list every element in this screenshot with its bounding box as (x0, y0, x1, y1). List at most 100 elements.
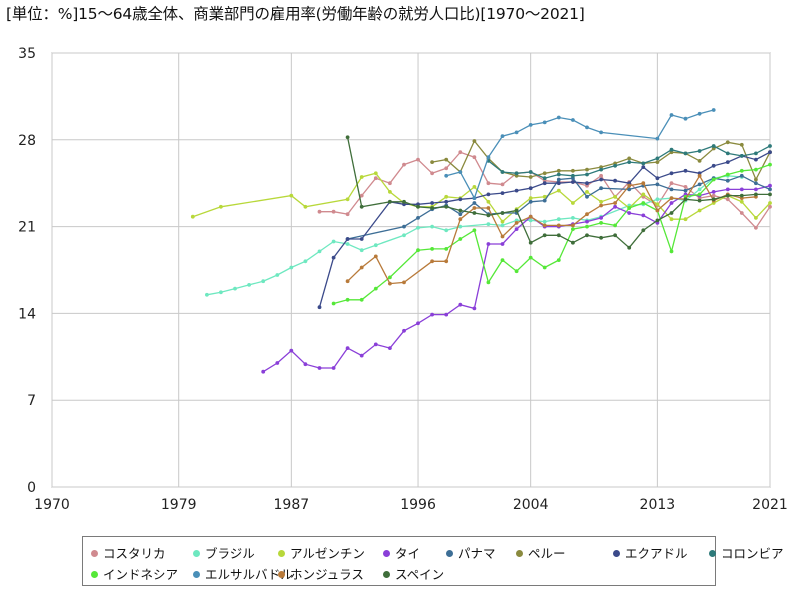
data-point (542, 198, 547, 203)
data-point (542, 233, 547, 238)
data-point (739, 173, 744, 178)
data-point (542, 265, 547, 270)
data-point (641, 213, 646, 218)
data-point (641, 161, 646, 166)
data-point (627, 245, 632, 250)
legend-marker (446, 550, 453, 557)
data-point (486, 199, 491, 204)
legend-label: コスタリカ (103, 546, 166, 561)
data-point (739, 199, 744, 204)
data-point (388, 281, 392, 286)
data-point (613, 201, 617, 205)
data-point (585, 167, 589, 172)
data-point (317, 305, 322, 310)
data-point (768, 150, 772, 155)
data-point (345, 297, 350, 302)
data-point (444, 312, 449, 317)
data-point (458, 150, 463, 155)
data-point (303, 259, 308, 264)
x-tick-label: 2021 (752, 497, 788, 513)
axis-tick-labels: 1970 1979 1987 1996 2004 2013 2021 0 7 14 21 28 35 (18, 46, 788, 513)
data-point (261, 369, 266, 374)
data-point (599, 216, 603, 220)
data-point (402, 233, 406, 238)
data-point (542, 181, 547, 186)
data-point (754, 192, 758, 197)
data-point (373, 342, 378, 347)
data-point (528, 199, 533, 204)
data-point (754, 225, 758, 230)
data-point (359, 204, 364, 209)
legend-label: アルゼンチン (290, 546, 365, 561)
data-point (486, 181, 491, 186)
data-point (697, 149, 702, 153)
data-point (486, 213, 491, 218)
data-point (528, 240, 533, 245)
data-point (486, 280, 491, 285)
data-point (768, 162, 772, 167)
data-point (331, 255, 336, 260)
series-lines (190, 108, 772, 374)
data-point (585, 172, 589, 177)
data-point (416, 204, 420, 209)
y-tick-label: 7 (27, 393, 36, 409)
data-point (430, 206, 434, 210)
legend-item: パナマ (446, 543, 496, 562)
data-point (556, 258, 561, 262)
data-point (585, 125, 589, 130)
data-point (528, 218, 533, 223)
data-point (739, 142, 744, 147)
data-point (627, 206, 632, 210)
data-point (472, 139, 477, 143)
x-tick-label: 1987 (274, 497, 310, 513)
data-point (571, 216, 575, 220)
legend: コスタリカ ブラジル アルゼンチン タイ パナマ ペルー エクアドル コロンビア インドネシア エ… (82, 536, 784, 586)
data-point (669, 211, 674, 215)
data-point (261, 279, 266, 284)
data-point (402, 162, 406, 167)
data-point (190, 214, 195, 219)
data-point (571, 168, 575, 173)
data-point (641, 228, 646, 233)
data-point (556, 172, 561, 177)
data-point (500, 211, 505, 215)
series-11 (345, 135, 772, 250)
data-point (556, 115, 561, 120)
data-point (500, 242, 505, 246)
data-point (514, 227, 519, 232)
data-point (500, 182, 505, 187)
data-point (359, 175, 364, 179)
data-point (669, 196, 674, 201)
legend-marker (193, 550, 200, 557)
data-point (500, 170, 505, 174)
legend-label: パナマ (458, 546, 496, 561)
legend-marker (383, 550, 390, 557)
data-point (514, 188, 519, 193)
data-point (585, 181, 589, 186)
data-point (486, 192, 491, 197)
data-point (613, 194, 617, 199)
data-point (359, 297, 364, 302)
legend-item: タイ (383, 543, 420, 562)
data-point (500, 134, 505, 139)
data-point (331, 366, 336, 370)
data-point (739, 154, 744, 158)
series-8 (331, 162, 772, 306)
data-point (514, 208, 519, 213)
plot-area (51, 52, 771, 488)
data-point (247, 283, 252, 287)
data-point (317, 366, 322, 370)
data-point (599, 235, 603, 240)
data-point (345, 237, 350, 241)
data-point (627, 160, 632, 165)
data-point (486, 155, 491, 160)
data-point (528, 255, 533, 260)
data-point (430, 201, 434, 205)
data-point (402, 224, 406, 229)
data-point (613, 204, 617, 209)
data-point (641, 181, 646, 186)
data-point (444, 194, 449, 199)
data-point (373, 171, 378, 176)
x-tick-label: 2004 (513, 497, 549, 513)
